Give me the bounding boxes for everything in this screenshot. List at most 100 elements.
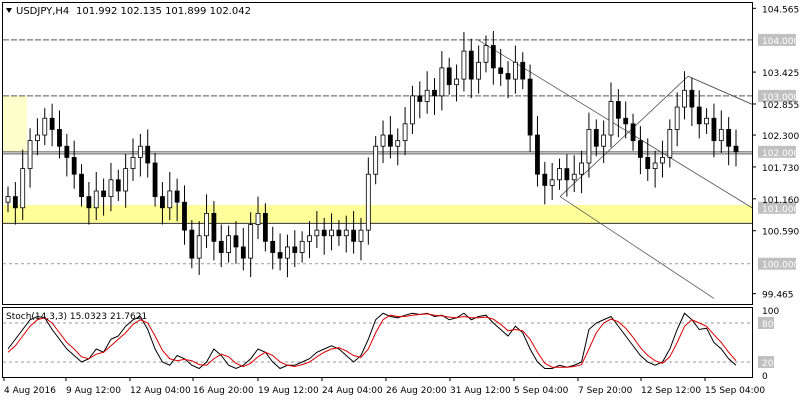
candle[interactable] [660, 140, 665, 178]
candle[interactable] [630, 113, 636, 151]
candle[interactable] [35, 118, 40, 156]
trendline[interactable] [477, 39, 753, 209]
candle[interactable] [542, 161, 548, 205]
candle[interactable] [218, 224, 224, 268]
candle[interactable] [461, 32, 467, 92]
candle[interactable] [64, 133, 70, 177]
candle[interactable] [505, 61, 511, 99]
candle[interactable] [454, 64, 459, 102]
candle[interactable] [12, 182, 18, 225]
candle[interactable] [248, 212, 254, 278]
candle[interactable] [638, 126, 643, 175]
candle[interactable] [79, 164, 84, 207]
candle[interactable] [424, 71, 430, 114]
candle[interactable] [270, 226, 276, 270]
candle[interactable] [593, 119, 599, 157]
candle[interactable] [483, 35, 489, 73]
candle[interactable] [86, 182, 92, 225]
candle[interactable] [115, 169, 121, 202]
candle[interactable] [351, 211, 357, 254]
candle[interactable] [527, 64, 533, 152]
candle[interactable] [101, 178, 106, 216]
candle[interactable] [615, 89, 621, 138]
candle[interactable] [586, 112, 592, 178]
candle[interactable] [49, 103, 55, 147]
candle[interactable] [549, 163, 555, 200]
candle[interactable] [674, 92, 680, 147]
candle[interactable] [395, 128, 401, 166]
candle[interactable] [299, 231, 305, 263]
candle[interactable] [446, 57, 452, 95]
candle[interactable] [182, 185, 187, 245]
candle[interactable] [652, 150, 658, 188]
candle[interactable] [358, 217, 364, 261]
candle[interactable] [696, 90, 702, 139]
candle[interactable] [579, 150, 584, 194]
candle[interactable] [167, 171, 173, 221]
candle[interactable] [387, 116, 393, 159]
candle[interactable] [343, 215, 349, 253]
candle[interactable] [27, 128, 33, 188]
candle[interactable] [57, 110, 62, 159]
candle[interactable] [410, 85, 415, 134]
candle[interactable] [42, 108, 48, 146]
candle[interactable] [402, 107, 408, 156]
candle[interactable] [512, 45, 518, 94]
candle[interactable] [93, 171, 99, 221]
candle[interactable] [130, 138, 136, 181]
candle[interactable] [211, 201, 217, 261]
candle[interactable] [226, 225, 232, 263]
candle[interactable] [71, 140, 77, 189]
candle[interactable] [329, 213, 334, 251]
candle[interactable] [557, 158, 562, 190]
candle[interactable] [307, 221, 312, 259]
candle[interactable] [255, 196, 261, 240]
candle[interactable] [365, 157, 371, 245]
candle[interactable] [726, 117, 732, 166]
candle[interactable] [145, 129, 151, 178]
candle[interactable] [476, 45, 482, 94]
candle[interactable] [174, 178, 180, 222]
candle[interactable] [689, 77, 695, 127]
candle[interactable] [733, 129, 739, 167]
candle[interactable] [564, 154, 570, 197]
candle[interactable] [277, 233, 283, 271]
candle[interactable] [623, 101, 629, 139]
candle[interactable] [5, 186, 11, 213]
candle[interactable] [645, 138, 651, 181]
candle[interactable] [380, 120, 386, 164]
candle[interactable] [123, 154, 129, 208]
candle[interactable] [108, 163, 114, 212]
candle[interactable] [321, 217, 327, 255]
trendline[interactable] [687, 75, 753, 105]
candle[interactable] [490, 30, 496, 85]
candle[interactable] [152, 152, 158, 207]
candle[interactable] [204, 194, 209, 249]
candle[interactable] [417, 81, 423, 119]
candle[interactable] [373, 136, 379, 185]
candle[interactable] [704, 108, 709, 134]
candle[interactable] [432, 77, 437, 115]
candle[interactable] [285, 234, 290, 278]
candle[interactable] [667, 119, 673, 168]
candle[interactable] [439, 51, 445, 111]
candle[interactable] [262, 203, 268, 252]
candle[interactable] [336, 220, 342, 246]
candle[interactable] [292, 230, 298, 268]
candle[interactable] [160, 182, 165, 225]
collapse-triangle-icon[interactable] [6, 8, 12, 13]
candle[interactable] [535, 116, 540, 187]
candle[interactable] [601, 120, 607, 164]
candle[interactable] [608, 82, 614, 148]
candle[interactable] [20, 149, 26, 221]
candle[interactable] [137, 133, 143, 177]
candle[interactable] [189, 220, 195, 269]
candle[interactable] [711, 103, 717, 158]
candle[interactable] [718, 110, 724, 153]
candle[interactable] [240, 227, 246, 271]
trendline[interactable] [559, 196, 715, 299]
candle[interactable] [520, 52, 526, 90]
candle[interactable] [314, 211, 320, 249]
candle[interactable] [571, 155, 577, 193]
candle[interactable] [233, 221, 239, 264]
